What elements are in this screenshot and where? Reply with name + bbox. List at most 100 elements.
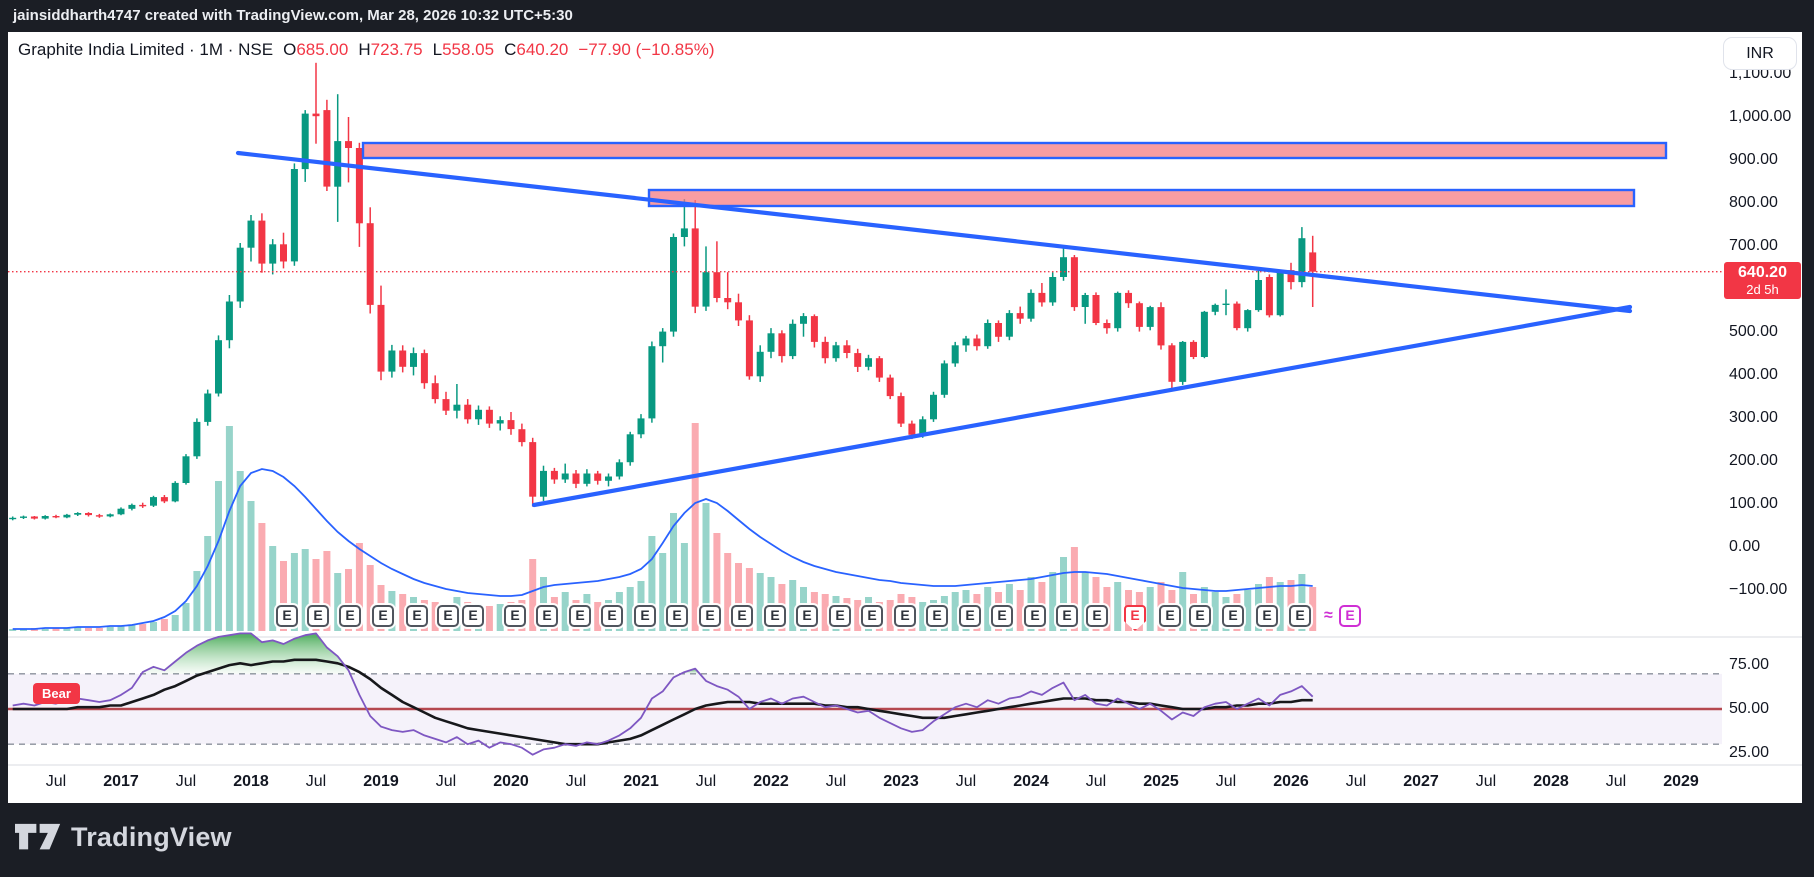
indicator-axis-label[interactable]: 25.00 — [1729, 744, 1770, 761]
time-axis-label[interactable]: 2024 — [1013, 773, 1049, 790]
earnings-badge[interactable]: E — [1256, 605, 1278, 627]
time-axis-label[interactable]: Jul — [1605, 773, 1627, 790]
earnings-badge[interactable]: E — [307, 605, 329, 627]
earnings-badge[interactable]: E — [861, 605, 883, 627]
time-axis-label[interactable]: 2023 — [883, 773, 919, 790]
candle-body — [1135, 303, 1143, 327]
earnings-badge[interactable]: E — [796, 605, 818, 627]
earnings-badge[interactable]: E — [1189, 605, 1211, 627]
time-axis-label[interactable]: 2019 — [363, 773, 399, 790]
bear-text-label[interactable]: Bear — [33, 683, 80, 704]
candle-body — [940, 363, 948, 395]
indicator-axis-label[interactable]: 50.00 — [1729, 700, 1770, 717]
earnings-badge[interactable]: E — [699, 605, 721, 627]
candle-body — [193, 421, 201, 457]
time-axis-label[interactable]: Jul — [1215, 773, 1237, 790]
earnings-badge[interactable]: E — [731, 605, 753, 627]
attribution-text: jainsiddharth4747 created with TradingVi… — [13, 7, 573, 24]
time-axis-label[interactable]: 2027 — [1403, 773, 1439, 790]
time-axis-label[interactable]: 2025 — [1143, 773, 1179, 790]
tradingview-logo[interactable]: TradingView — [15, 821, 232, 853]
earnings-badge[interactable]: E — [829, 605, 851, 627]
time-axis-label[interactable]: 2028 — [1533, 773, 1569, 790]
volume-bar — [1244, 590, 1252, 631]
earnings-badge[interactable]: E — [339, 605, 361, 627]
earnings-badge[interactable]: E — [437, 605, 459, 627]
time-axis-label[interactable]: Jul — [565, 773, 587, 790]
time-axis-label[interactable]: Jul — [175, 773, 197, 790]
earnings-badge[interactable]: E — [1222, 605, 1244, 627]
earnings-badge[interactable]: E — [666, 605, 688, 627]
candle-body — [1179, 341, 1187, 382]
trendline[interactable] — [235, 150, 1633, 314]
price-axis-label[interactable]: 100.00 — [1729, 495, 1778, 512]
volume-bar — [789, 580, 797, 631]
time-axis-label[interactable]: Jul — [695, 773, 717, 790]
earnings-badge[interactable]: E — [569, 605, 591, 627]
earnings-badge[interactable]: E — [536, 605, 558, 627]
candle-body — [171, 482, 179, 502]
time-axis-label[interactable]: Jul — [1475, 773, 1497, 790]
candle-body — [52, 516, 60, 518]
price-axis-label[interactable]: 0.00 — [1729, 538, 1761, 555]
time-axis-label[interactable]: Jul — [1345, 773, 1367, 790]
price-chart[interactable] — [8, 32, 1802, 803]
earnings-badge[interactable]: E — [991, 605, 1013, 627]
earnings-badge[interactable]: E — [504, 605, 526, 627]
time-axis-label[interactable]: 2026 — [1273, 773, 1309, 790]
price-axis-label[interactable]: 200.00 — [1729, 452, 1778, 469]
earnings-badge[interactable]: E — [1056, 605, 1078, 627]
time-axis-label[interactable]: Jul — [1085, 773, 1107, 790]
candle-body — [572, 473, 580, 484]
time-axis-label[interactable]: 2020 — [493, 773, 529, 790]
trendline[interactable] — [531, 304, 1633, 508]
candle-body — [789, 323, 797, 357]
volume-bar — [680, 543, 688, 631]
earnings-badge[interactable]: E — [406, 605, 428, 627]
price-axis-label[interactable]: 400.00 — [1729, 366, 1778, 383]
price-axis-label[interactable]: 500.00 — [1729, 323, 1778, 340]
candle-body — [323, 110, 331, 187]
price-axis-label[interactable]: 900.00 — [1729, 151, 1778, 168]
currency-button[interactable]: INR — [1723, 37, 1797, 70]
indicator-axis-label[interactable]: 75.00 — [1729, 656, 1770, 673]
time-axis-label[interactable]: 2029 — [1663, 773, 1699, 790]
price-axis-label[interactable]: 300.00 — [1729, 409, 1778, 426]
earnings-badge[interactable]: E — [1159, 605, 1181, 627]
price-axis-label[interactable]: −100.00 — [1729, 581, 1788, 598]
earnings-badge[interactable]: E — [276, 605, 298, 627]
candle-body — [854, 353, 862, 367]
earnings-badge[interactable]: E — [372, 605, 394, 627]
candle-body — [85, 513, 92, 516]
time-axis-label[interactable]: 2017 — [103, 773, 139, 790]
earnings-badge[interactable]: E — [1289, 605, 1311, 627]
upcoming-earnings-badge[interactable]: E — [1339, 605, 1361, 627]
time-axis-label[interactable]: Jul — [825, 773, 847, 790]
earnings-badge[interactable]: E — [601, 605, 623, 627]
earnings-badge[interactable]: E — [764, 605, 786, 627]
earnings-badge[interactable]: E — [1024, 605, 1046, 627]
earnings-badge[interactable]: E — [926, 605, 948, 627]
earnings-badge[interactable]: E — [634, 605, 656, 627]
time-axis-label[interactable]: Jul — [435, 773, 457, 790]
earnings-badge[interactable]: E — [1086, 605, 1108, 627]
time-axis-label[interactable]: Jul — [955, 773, 977, 790]
earnings-badge-negative[interactable]: E — [1124, 605, 1146, 631]
earnings-badge[interactable]: E — [959, 605, 981, 627]
time-axis-label[interactable]: 2021 — [623, 773, 659, 790]
time-axis-label[interactable]: Jul — [305, 773, 327, 790]
earnings-badge[interactable]: E — [462, 605, 484, 627]
price-axis-label[interactable]: 800.00 — [1729, 194, 1778, 211]
resistance-zone[interactable] — [361, 141, 1668, 160]
time-axis-label[interactable]: 2018 — [233, 773, 269, 790]
candle-body — [973, 338, 981, 347]
time-axis-label[interactable]: 2022 — [753, 773, 789, 790]
time-axis-label[interactable]: Jul — [45, 773, 67, 790]
resistance-zone[interactable] — [647, 188, 1636, 208]
price-axis-label[interactable]: 1,000.00 — [1729, 108, 1792, 125]
price-axis-label[interactable]: 700.00 — [1729, 237, 1778, 254]
volume-bar — [323, 551, 331, 631]
volume-bar — [691, 423, 699, 631]
symbol-title[interactable]: Graphite India Limited · 1M · NSE — [18, 40, 274, 59]
earnings-badge[interactable]: E — [894, 605, 916, 627]
